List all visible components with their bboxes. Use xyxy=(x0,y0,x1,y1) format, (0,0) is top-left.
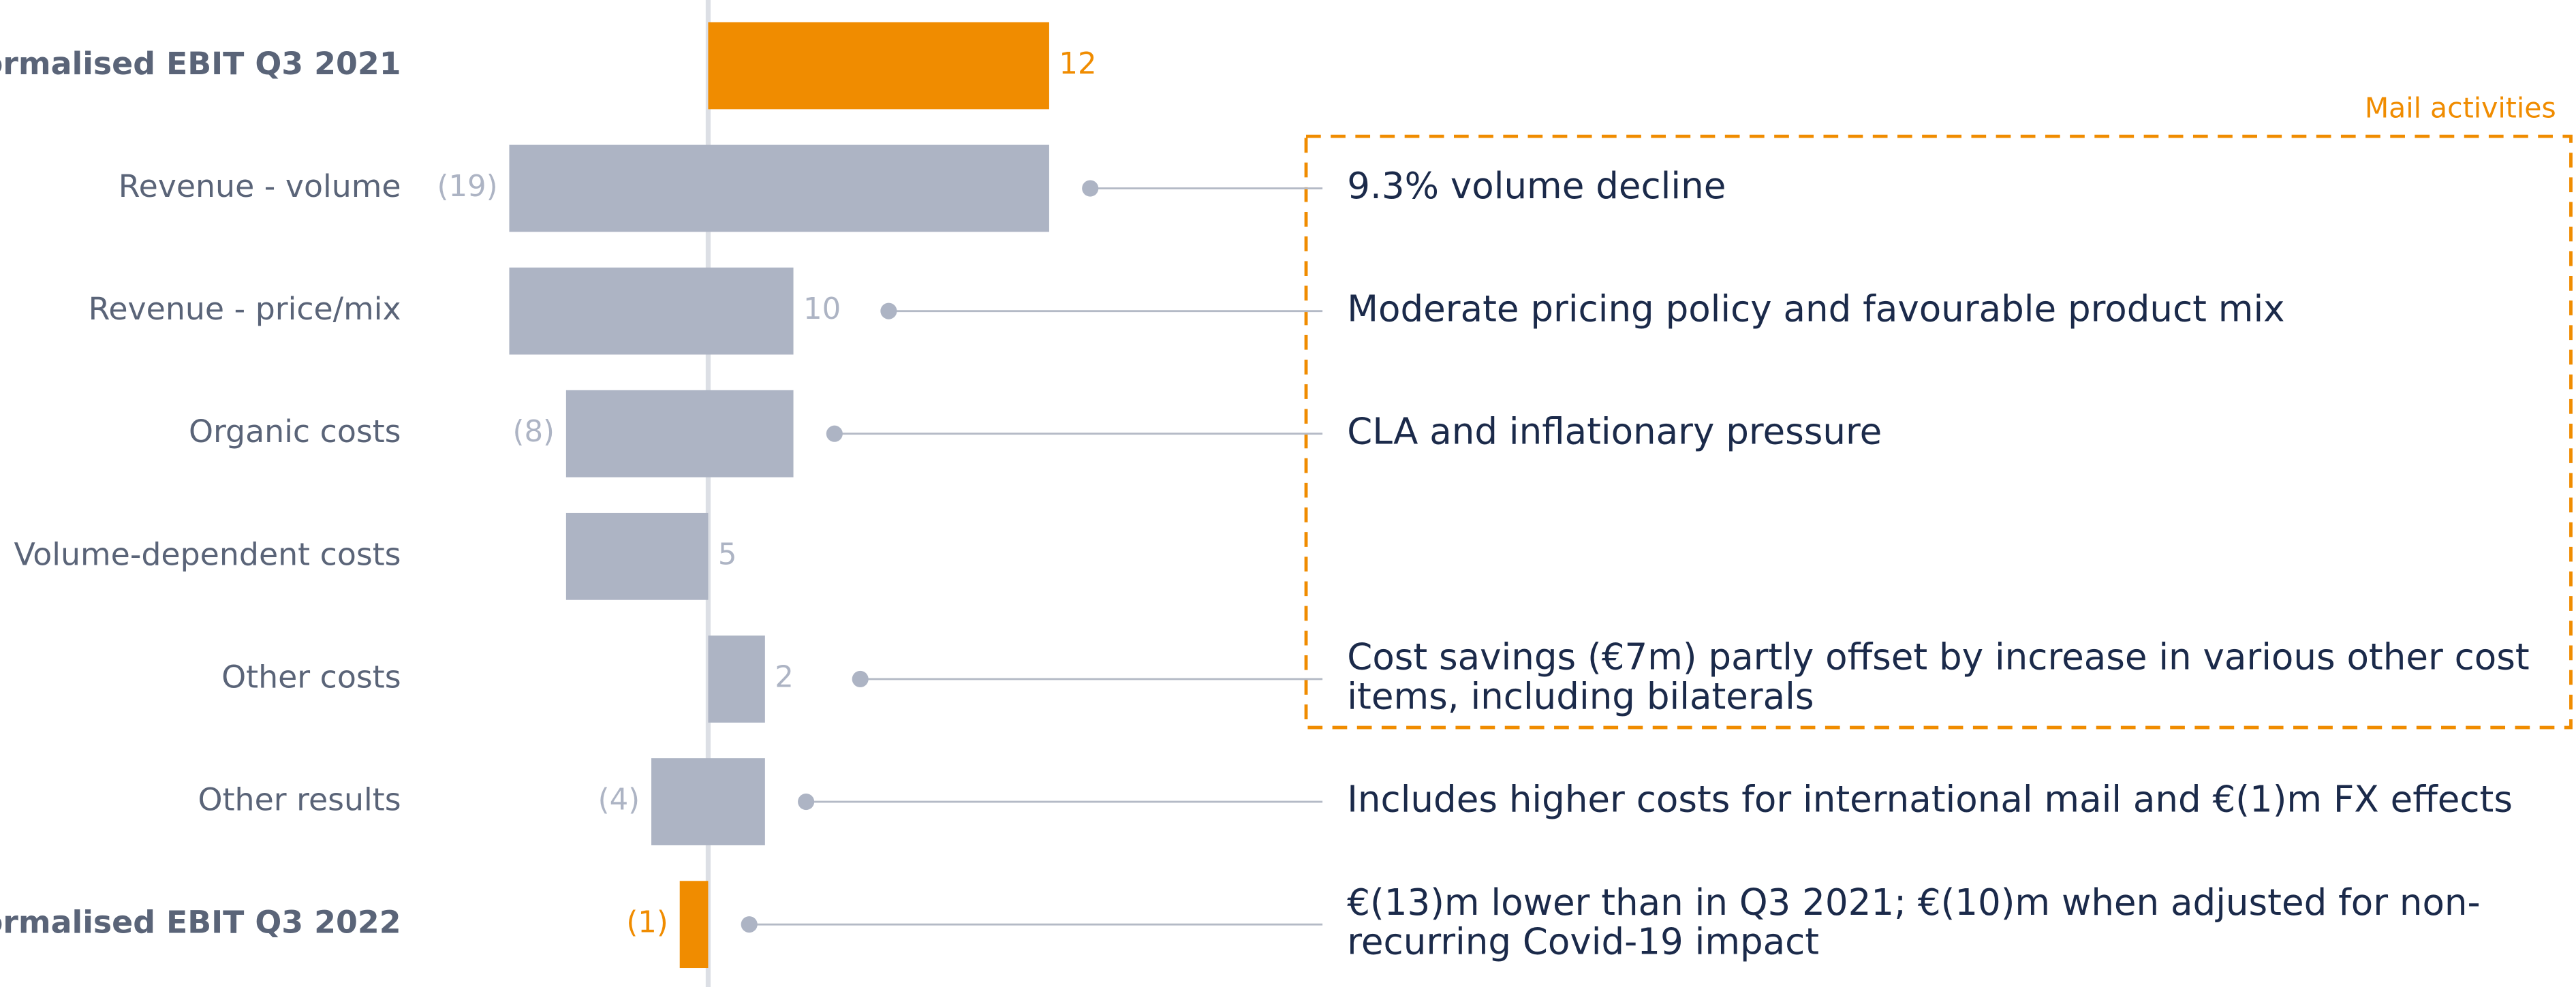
bar xyxy=(565,390,794,477)
group-label: Mail activities xyxy=(2365,92,2556,125)
category-label: Revenue - price/mix xyxy=(89,290,401,327)
annotation: recurring Covid-19 impact xyxy=(1347,921,1819,963)
connector-dot xyxy=(826,425,843,442)
category-label: Organic costs xyxy=(189,413,401,450)
value-label: 10 xyxy=(803,292,841,326)
bar xyxy=(708,636,765,723)
connector-dot xyxy=(741,916,758,933)
annotation: Cost savings (€7m) partly offset by incr… xyxy=(1347,636,2529,678)
value-label: (1) xyxy=(626,906,668,940)
category-label: Volume-dependent costs xyxy=(14,535,401,572)
category-label: Other costs xyxy=(221,658,401,695)
value-label: 2 xyxy=(775,660,794,694)
value-label: (19) xyxy=(437,170,498,204)
category-label: Other results xyxy=(198,781,401,818)
connector-dot xyxy=(880,302,897,319)
category-label: Normalised EBIT Q3 2021 xyxy=(0,45,401,82)
value-label: 5 xyxy=(718,537,737,571)
value-label: (4) xyxy=(598,783,640,817)
group-box xyxy=(1304,134,2573,730)
bar xyxy=(651,758,765,845)
annotation: Moderate pricing policy and favourable p… xyxy=(1347,287,2284,330)
connector-dot xyxy=(852,670,869,687)
connector-dot xyxy=(1082,180,1099,197)
bar xyxy=(679,881,709,969)
category-label: Revenue - volume xyxy=(119,168,401,204)
category-label: Normalised EBIT Q3 2022 xyxy=(0,904,401,941)
bar xyxy=(509,267,794,355)
annotation: items, including bilaterals xyxy=(1347,676,1814,718)
value-label: 12 xyxy=(1059,47,1096,81)
connector-dot xyxy=(798,793,815,811)
annotation: €(13)m lower than in Q3 2021; €(10)m whe… xyxy=(1347,881,2480,924)
bar xyxy=(708,22,1049,110)
bar xyxy=(565,512,709,600)
value-label: (8) xyxy=(513,415,555,449)
annotation: Includes higher costs for international … xyxy=(1347,779,2513,821)
annotation: CLA and inflationary pressure xyxy=(1347,410,1882,452)
bar xyxy=(509,144,1049,232)
annotation: 9.3% volume decline xyxy=(1347,165,1726,207)
